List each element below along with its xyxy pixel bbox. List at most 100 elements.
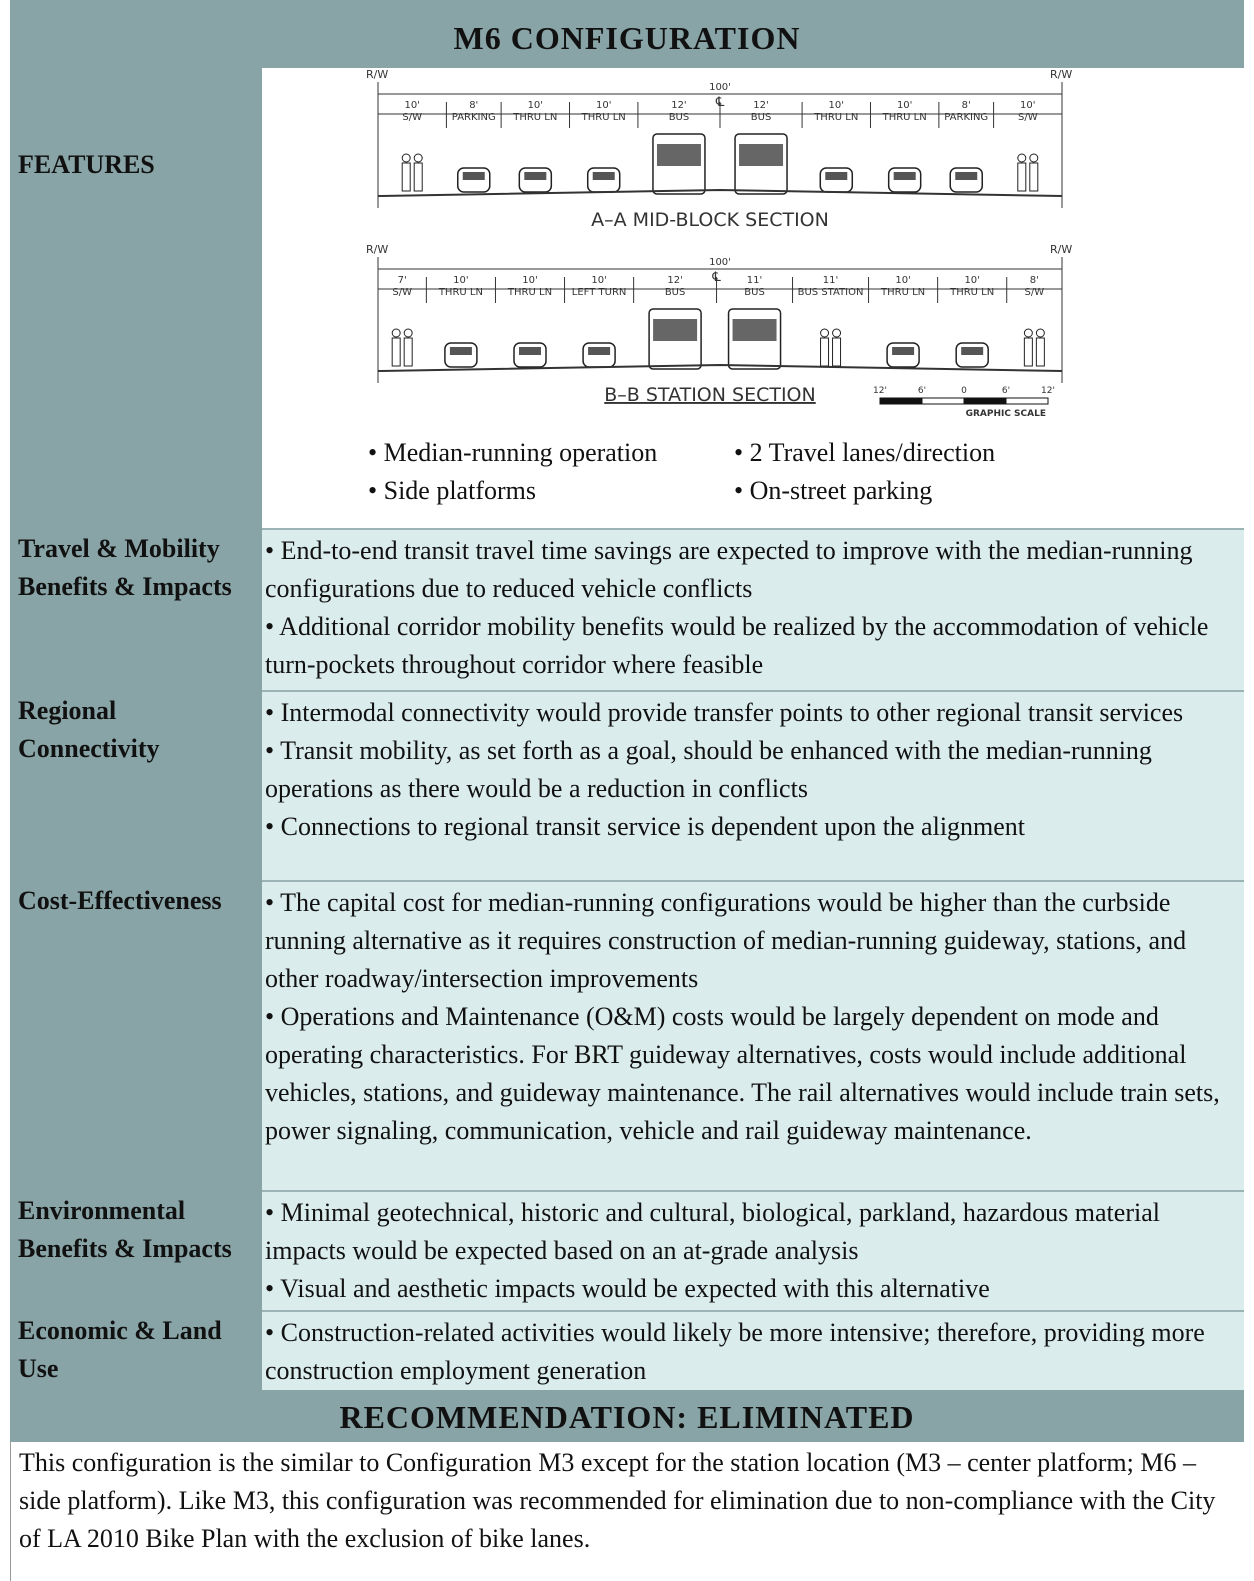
row-content: • End-to-end transit travel time savings… [262, 528, 1244, 690]
person-body [413, 162, 423, 192]
row-content: • Intermodal connectivity would provide … [262, 690, 1244, 880]
car-window [449, 347, 472, 355]
lane-name: BUS [751, 112, 772, 123]
car-window [892, 347, 915, 355]
lane-name: PARKING [944, 112, 988, 123]
lane-width: 10' [596, 100, 611, 111]
lane-name: THRU LN [882, 112, 927, 123]
lane-width: 10' [528, 100, 543, 111]
row-label-rw: R/W [366, 243, 388, 256]
row-item: • End-to-end transit travel time savings… [265, 536, 1193, 603]
scale-bar [1005, 397, 1049, 405]
lane-name: S/W [1025, 287, 1045, 298]
person-body [401, 162, 411, 192]
scale-label: 6' [1002, 386, 1010, 396]
person-head [401, 153, 411, 163]
lane-width: 8' [1030, 275, 1039, 286]
lane-width: 12' [667, 275, 682, 286]
lane-width: 10' [964, 275, 979, 286]
lane-width: 10' [829, 100, 844, 111]
lane-width: 11' [823, 275, 838, 286]
lane-name: THRU LN [581, 112, 626, 123]
row-label: Environmental Benefits & Impacts [10, 1190, 262, 1310]
lane-name: S/W [1018, 112, 1038, 123]
lane-width: 7' [398, 275, 407, 286]
row-item: • Transit mobility, as set forth as a go… [265, 736, 1152, 803]
feature-bullet: • 2 Travel lanes/direction [734, 438, 996, 467]
person-body [832, 337, 842, 367]
lane-width: 12' [671, 100, 686, 111]
car-window [524, 172, 547, 180]
features-label: FEATURES [10, 68, 262, 528]
car-window [961, 347, 984, 355]
car-window [519, 347, 541, 355]
ground [377, 363, 1063, 372]
row-item: • Construction-related activities would … [265, 1318, 1205, 1385]
bus-window [739, 144, 784, 166]
scale-bar [921, 397, 965, 405]
car-window [588, 347, 611, 355]
row-label-rw: R/W [366, 68, 388, 81]
section-title: B–B STATION SECTION [604, 384, 815, 406]
row-item: • Additional corridor mobility benefits … [265, 612, 1209, 679]
scale-bar [963, 397, 1007, 405]
lane-width: 10' [591, 275, 606, 286]
lane-name: BUS [669, 112, 690, 123]
lane-width: 8' [469, 100, 478, 111]
header-title: M6 CONFIGURATION [10, 0, 1244, 68]
row-label: Travel & Mobility Benefits & Impacts [10, 528, 262, 690]
recommendation-title: RECOMMENDATION: ELIMINATED [10, 1390, 1244, 1442]
person-head [403, 328, 413, 338]
row-label: Economic & Land Use [10, 1310, 262, 1390]
scale-label: 12' [873, 386, 887, 396]
lane-width: 10' [453, 275, 468, 286]
person-body [1035, 337, 1045, 367]
lane-name: BUS STATION [798, 287, 864, 298]
row-item: • Operations and Maintenance (O&M) costs… [265, 1002, 1220, 1145]
lane-width: 10' [895, 275, 910, 286]
recommendation-text: This configuration is the similar to Con… [10, 1442, 1244, 1581]
lane-width: 12' [753, 100, 768, 111]
person-head [1029, 153, 1039, 163]
row-label-rw: R/W [1050, 68, 1072, 81]
car-window [592, 172, 615, 180]
section-title: A–A MID-BLOCK SECTION [591, 209, 829, 231]
row-item: • Minimal geotechnical, historic and cul… [265, 1198, 1160, 1265]
person-body [820, 337, 830, 367]
person-body [1023, 337, 1033, 367]
person-head [413, 153, 423, 163]
row-item: • Connections to regional transit servic… [265, 812, 1026, 841]
bus-window [653, 319, 698, 341]
lane-name: S/W [402, 112, 422, 123]
scale-label: 6' [918, 386, 926, 396]
lane-name: THRU LN [813, 112, 858, 123]
car-window [955, 172, 978, 180]
feature-bullet: • Median-running operation [368, 438, 658, 467]
lane-width: 10' [522, 275, 537, 286]
car-window [893, 172, 916, 180]
row-item: • Visual and aesthetic impacts would be … [265, 1274, 990, 1303]
total-width: 100' [709, 82, 731, 93]
lane-width: 10' [897, 100, 912, 111]
bus-window [732, 319, 777, 341]
person-head [832, 328, 842, 338]
row-label: Regional Connectivity [10, 690, 262, 880]
lane-name: THRU LN [438, 287, 483, 298]
features-cell: R/W R/W 100' 10' S/W 8' PARKING 10' THRU LN 10' TH… [262, 68, 1244, 528]
row-content: • The capital cost for median-running co… [262, 880, 1244, 1190]
ground [377, 188, 1063, 197]
scale-bar [879, 397, 923, 405]
lane-name: THRU LN [512, 112, 557, 123]
person-body [391, 337, 401, 367]
feature-bullet: • Side platforms [368, 476, 536, 505]
lane-name: PARKING [452, 112, 496, 123]
person-head [1035, 328, 1045, 338]
person-head [1023, 328, 1033, 338]
row-item: • Intermodal connectivity would provide … [265, 698, 1184, 727]
person-body [1029, 162, 1039, 192]
person-head [391, 328, 401, 338]
lane-width: 10' [1020, 100, 1035, 111]
bus-window [656, 144, 701, 166]
lane-name: LEFT TURN [572, 287, 627, 298]
